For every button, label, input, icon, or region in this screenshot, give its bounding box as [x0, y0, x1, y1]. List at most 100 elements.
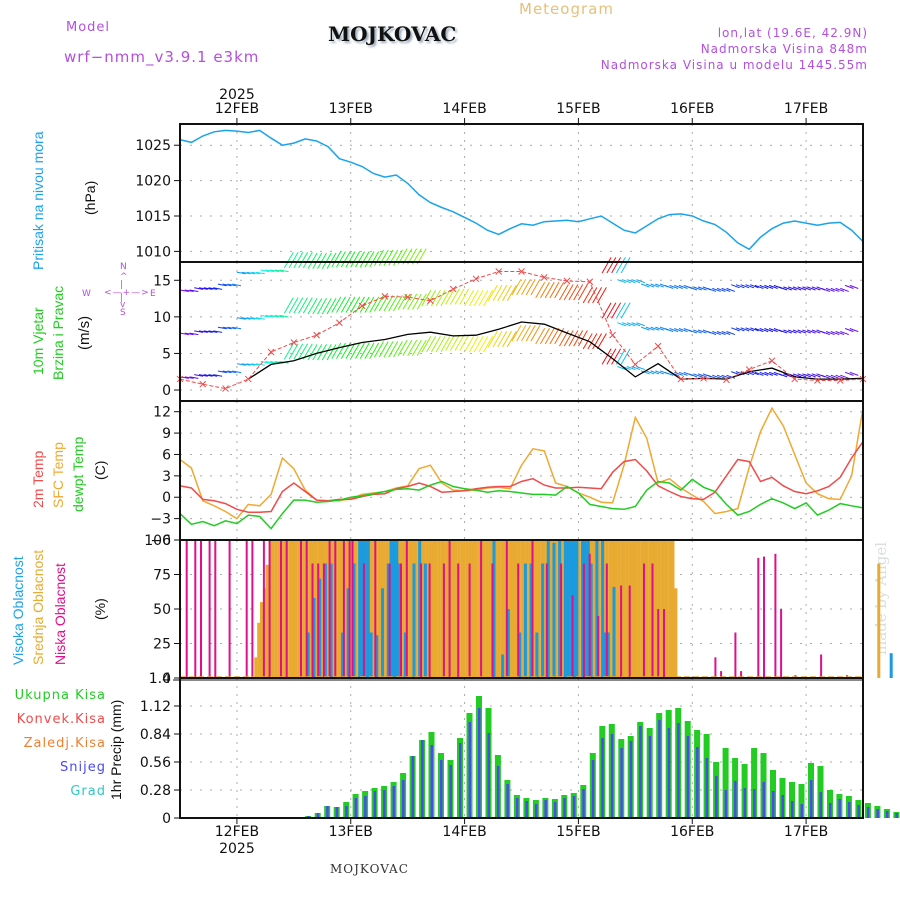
wind-barb [336, 342, 346, 359]
wind-barb [487, 284, 498, 302]
precip-tick-label: 1.12 [140, 699, 171, 715]
cloud-low-bar [468, 563, 471, 678]
wind-barb [516, 325, 527, 342]
cloud-mid-bar [265, 564, 269, 678]
max-wind-marker [358, 302, 366, 310]
wind-barb [255, 317, 265, 320]
wind-barb [620, 257, 631, 274]
precip-snow-bar [781, 795, 784, 818]
wind-barb [345, 296, 356, 313]
wind-barb [378, 341, 389, 358]
wind-barb [336, 251, 346, 268]
cloud-low-bar [268, 540, 271, 678]
wind-barb [487, 331, 498, 348]
cloud-high-bar [601, 540, 605, 678]
wind-barb [516, 279, 527, 296]
cloud-mid-bar [454, 540, 458, 678]
cloud-low-bar [448, 540, 451, 678]
max-wind-marker [449, 285, 457, 293]
wind-barb [640, 283, 650, 288]
wind-barb [283, 297, 294, 314]
wind-barb [606, 257, 617, 274]
cloud-low-bar [820, 654, 823, 678]
wind-barb [611, 257, 622, 274]
precip-snow-bar [677, 723, 680, 818]
precip-snow-bar [354, 798, 358, 818]
time-tick-label-bottom: 16FEB [670, 824, 714, 840]
precip-snow-bar [582, 789, 585, 818]
cloud-mid-bar [451, 540, 455, 678]
precip-total-bar [789, 782, 795, 818]
max-wind-marker [768, 357, 776, 365]
wind-barb [364, 251, 375, 268]
cloud-mid-bar [671, 540, 675, 678]
cloud-low-bar [317, 563, 320, 678]
wind-barb [265, 361, 275, 364]
cloud-low-bar [400, 563, 402, 678]
cloud-low-bar [348, 540, 351, 678]
wind-barb [213, 287, 223, 290]
cloud-mid-bar [617, 540, 621, 678]
cloud-high-bar [535, 632, 539, 678]
wind-barb [208, 330, 218, 333]
cloud-low-bar [374, 540, 377, 678]
wind-barb [345, 251, 356, 268]
cloud-high-bar [312, 598, 316, 678]
precip-snow-bar [724, 790, 728, 818]
wind-barb [530, 325, 541, 342]
wind-barb [540, 282, 550, 299]
pressure-tick-label: 1015 [135, 209, 171, 225]
cloud-low-bar [280, 540, 282, 678]
wind-barb [293, 297, 304, 314]
wind-barb [454, 288, 465, 305]
cloud-mid-bar [425, 540, 429, 678]
wind-barb [222, 283, 232, 287]
wind-barb [577, 330, 588, 347]
max-wind-marker [700, 374, 707, 382]
wind-barb [650, 370, 660, 375]
wind-barb [840, 374, 849, 379]
cloud-tick-label: 25 [153, 637, 171, 653]
cloud-mid-bar [488, 540, 492, 678]
wind-barb [388, 249, 399, 266]
wind-barb [222, 370, 232, 374]
wind-barb [792, 286, 802, 291]
wind-barb [674, 284, 683, 289]
wind-barb [331, 296, 342, 313]
wind-barb [260, 361, 270, 364]
precip-snow-bar [762, 782, 765, 818]
wind-barb [288, 343, 299, 360]
wind-barb [217, 283, 227, 287]
time-tick-label-bottom: 12FEB [215, 824, 259, 840]
wind-barb [707, 331, 717, 336]
precip-snow-bar [515, 798, 519, 818]
cloud-mid-bar [665, 540, 669, 678]
cloud-mid-bar [445, 540, 449, 678]
wind-tick-label: 0 [162, 383, 171, 399]
wind-barb [298, 297, 309, 314]
wind-barb [331, 342, 342, 359]
wind-barb [688, 373, 698, 378]
wind-barb [716, 287, 726, 292]
precip-snow-bar [857, 805, 860, 818]
wind-barb [397, 339, 408, 356]
temp-tick-label: 0 [162, 490, 171, 506]
compass-s: S [120, 308, 126, 318]
legend-snow: Snijeg [60, 760, 106, 775]
wind-barb [664, 371, 674, 376]
wind-barb [636, 279, 645, 284]
cloud-high-bar [423, 563, 427, 678]
wind-barb [312, 298, 323, 315]
cloud-mid-bar [637, 540, 641, 678]
cloud-low-bar [420, 563, 423, 678]
wind-barb [606, 302, 617, 319]
wind-barb [697, 286, 707, 291]
wind-barb [302, 297, 313, 314]
wind-barb [620, 302, 631, 319]
wind-barb [478, 290, 489, 307]
wind-barb [459, 334, 470, 351]
wind-barb [849, 328, 859, 333]
cloud-tick-label: 0 [162, 671, 171, 687]
wind-barb [754, 371, 764, 376]
max-wind-marker [427, 297, 434, 305]
